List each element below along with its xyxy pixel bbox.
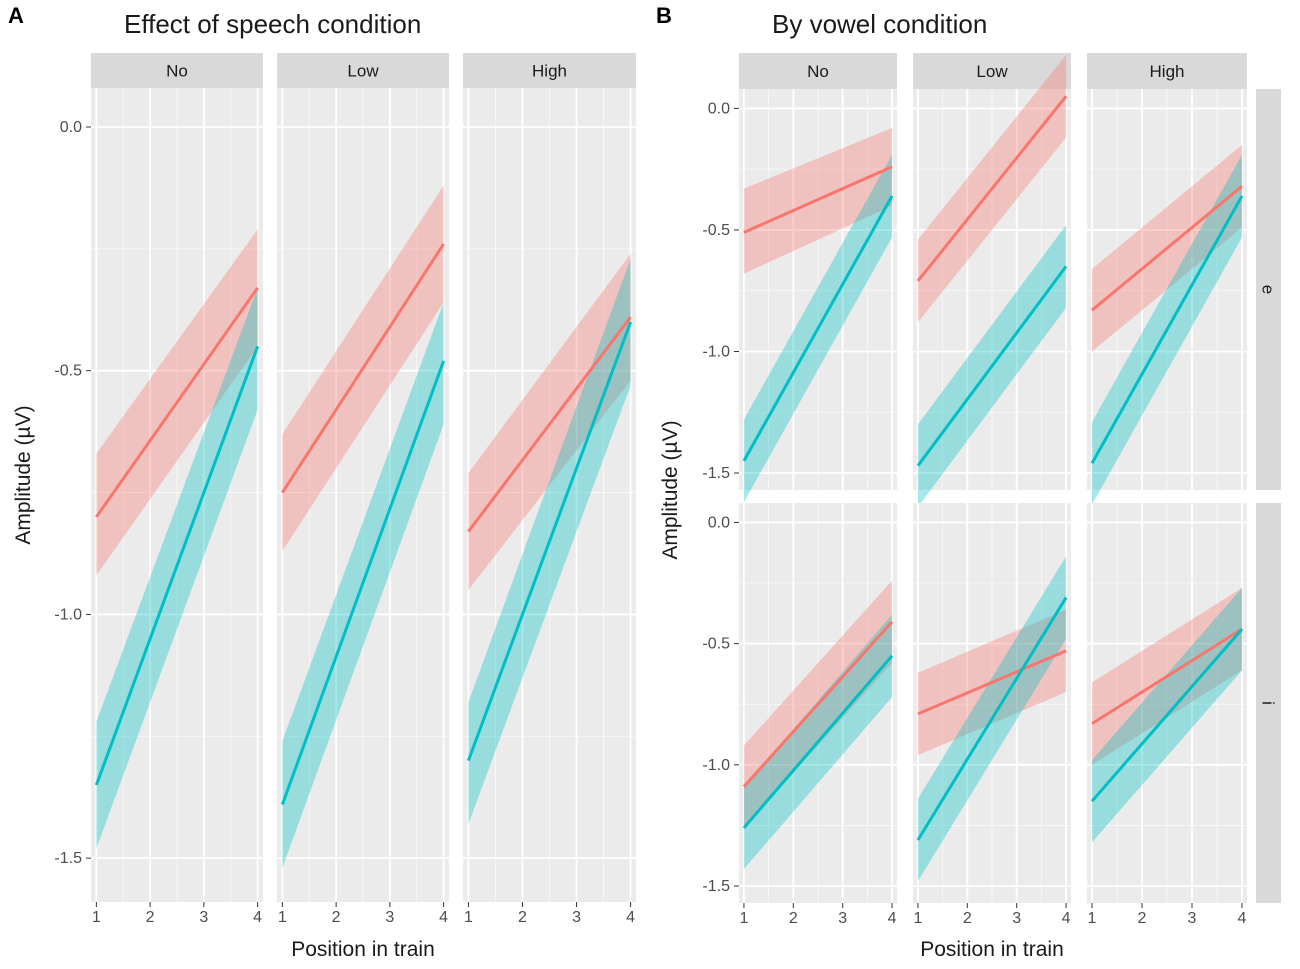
panel-a-high-x-tick-label: 4 <box>626 909 635 926</box>
panel-a-no-facet <box>91 88 263 902</box>
panel-b-e-y-tick-label: -1.5 <box>702 465 730 482</box>
panel-b-i-high-line-red <box>1091 627 1243 725</box>
panel-b-high-x-tick-label: 4 <box>1238 910 1247 927</box>
panel-b-title: By vowel condition <box>772 9 987 39</box>
panel-b-i-y-tick-label: -0.5 <box>702 636 730 653</box>
panel-b-high-x-tick-label: 2 <box>1138 910 1147 927</box>
panel-b-e-high-line-red <box>1091 185 1243 312</box>
panel-b-i-y-tick-label: 0.0 <box>708 514 730 531</box>
panel-b-row-strip-e: e <box>1259 285 1278 294</box>
panel-a-strip-no: No <box>166 62 188 81</box>
panel-b-no-x-tick-label: 2 <box>789 910 798 927</box>
panel-b-e-y-tick-label: -0.5 <box>702 222 730 239</box>
panel-b-row-strip-e-bg <box>1256 89 1281 490</box>
panel-b-e-y-tick-label: 0.0 <box>708 100 730 117</box>
panel-b-y-axis-title: Amplitude (µV) <box>659 420 682 559</box>
panel-b-i-no-line-teal <box>742 654 894 829</box>
panel-b-e-y-tick-label: -1.0 <box>702 343 730 360</box>
panel-b-row-strip-i: i <box>1259 701 1278 705</box>
panel-b-strip-high-bg <box>1087 53 1247 89</box>
panel-b-low-x-tick-label: 4 <box>1062 910 1071 927</box>
plot-area: No 1 2 3 4 Low 1 2 3 4 High 1 2 3 4 0.0 -0.5 -1.0 -1.5 No Lo… <box>54 53 1281 927</box>
panel-a-strip-high-bg <box>463 53 636 88</box>
panel-a-low-line-teal <box>280 360 446 806</box>
panel-a-low-facet <box>277 88 449 902</box>
panel-b-high-x-tick-label: 1 <box>1088 910 1097 927</box>
panel-b-i-no-facet <box>739 503 897 903</box>
panel-a-low-x-tick-label: 3 <box>385 909 394 926</box>
panel-a-high-line-red <box>467 316 632 533</box>
panel-a-y-axis-title: Amplitude (µV) <box>12 405 35 544</box>
panel-a-high-x-tick-label: 3 <box>572 909 581 926</box>
panel-a-y-tick-label: 0.0 <box>60 119 82 136</box>
panel-a-low-x-tick-label: 1 <box>278 909 287 926</box>
panel-a-no-line-teal <box>94 345 260 786</box>
panel-b-high-x-tick-label: 3 <box>1188 910 1197 927</box>
panel-a-low-x-tick-label: 4 <box>439 909 448 926</box>
panel-a-no-x-tick-label: 3 <box>199 909 208 926</box>
panel-b-i-high-facet <box>1087 503 1247 903</box>
panel-b-strip-low: Low <box>976 62 1008 81</box>
panel-b-strip-no-bg <box>739 53 897 89</box>
panel-b-strip-high: High <box>1150 62 1185 81</box>
panel-b-e-high-line-teal <box>1090 195 1244 465</box>
panel-b-i-no-line-red <box>742 620 894 788</box>
panel-b-e-no-line-red <box>743 165 893 234</box>
panel-b-e-low-line-teal <box>916 265 1068 467</box>
panel-b-e-low-line-red <box>916 95 1068 282</box>
panel-a-y-tick-label: -1.0 <box>54 606 82 623</box>
panel-b-x-axis-title: Position in train <box>920 938 1064 961</box>
panel-b-row-strip-i-bg <box>1256 503 1281 903</box>
panel-b-i-low-line-teal <box>916 596 1068 841</box>
panel-a-strip-no-bg <box>91 53 263 88</box>
panel-b-e-no-line-teal <box>742 195 894 462</box>
panel-b-low-x-tick-label: 1 <box>913 910 922 927</box>
panel-b-letter: B <box>656 3 672 28</box>
panel-a-strip-low-bg <box>277 53 449 88</box>
panel-b-no-x-tick-label: 3 <box>838 910 847 927</box>
panel-b-no-x-tick-label: 4 <box>888 910 897 927</box>
panel-a-high-x-tick-label: 1 <box>464 909 473 926</box>
panel-b-i-low-line-red <box>917 649 1067 716</box>
panel-a-low-line-red <box>281 243 445 494</box>
panel-b-e-no-facet <box>739 89 897 503</box>
panel-b-low-x-tick-label: 2 <box>963 910 972 927</box>
panel-a-letter: A <box>8 3 24 28</box>
panel-a-high-x-tick-label: 2 <box>518 909 527 926</box>
panel-a-high-facet <box>463 88 636 902</box>
panel-a-no-line-red <box>95 286 259 518</box>
panel-a-strip-low: Low <box>347 62 379 81</box>
panel-a-no-x-tick-label: 1 <box>92 909 101 926</box>
panel-a-y-tick-label: -1.5 <box>54 850 82 867</box>
panel-a-no-x-tick-label: 4 <box>253 909 262 926</box>
panel-a-no-x-tick-label: 2 <box>146 909 155 926</box>
panel-a-x-axis-title: Position in train <box>291 938 435 961</box>
panel-b-i-low-facet <box>913 503 1071 903</box>
panel-a-low-x-tick-label: 2 <box>332 909 341 926</box>
panel-a-high-line-teal <box>466 321 633 762</box>
panel-b-low-x-tick-label: 3 <box>1012 910 1021 927</box>
panel-b-i-y-tick-label: -1.5 <box>702 878 730 895</box>
panel-b-no-x-tick-label: 1 <box>739 910 748 927</box>
panel-b-strip-no: No <box>807 62 829 81</box>
panel-a-title: Effect of speech condition <box>124 9 421 39</box>
panel-a-y-tick-label: -0.5 <box>54 363 82 380</box>
panel-b-i-y-tick-label: -1.0 <box>702 757 730 774</box>
panel-b-e-high-facet <box>1087 89 1247 505</box>
panel-b-strip-low-bg <box>913 53 1071 89</box>
panel-b-e-low-facet <box>913 54 1071 508</box>
panel-b-i-high-line-teal <box>1090 628 1244 803</box>
panel-a-strip-high: High <box>532 62 567 81</box>
